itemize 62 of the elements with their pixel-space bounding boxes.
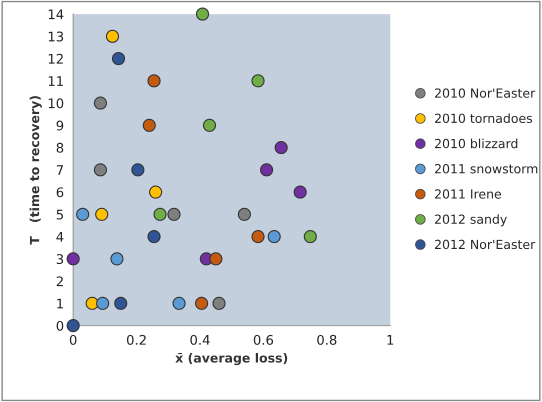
point (66, 252, 80, 266)
y-tick-label: 10 (48, 98, 64, 108)
y-tick-label: 7 (56, 165, 64, 175)
y-tick-label: 9 (56, 120, 64, 131)
point (212, 296, 226, 310)
legend-label: 2012 Nor'Easter (434, 240, 536, 250)
y-tick-label: 13 (48, 32, 64, 42)
legend-label: 2010 tornadoes (434, 113, 532, 124)
y-tick-label: 1 (57, 298, 63, 308)
x-tick-label: 1 (387, 335, 394, 345)
point (251, 230, 265, 244)
y-tick-label: 12 (48, 54, 63, 64)
y-tick-label: 2 (56, 276, 63, 286)
point (76, 208, 90, 221)
y-tick-label: 5 (56, 210, 63, 220)
x-tick-label: 0 (70, 334, 76, 345)
point (112, 52, 126, 66)
point (94, 96, 108, 110)
point (196, 8, 210, 21)
x-tick-label: 0.2 (126, 334, 146, 345)
point (149, 186, 162, 199)
point (106, 30, 120, 43)
point (268, 230, 281, 244)
legend-label: 2012 sandy (434, 214, 507, 226)
point (294, 186, 307, 199)
y-tick-label: 0 (56, 320, 64, 331)
point (96, 296, 110, 310)
point (114, 296, 128, 310)
point (147, 74, 161, 88)
y-tick-label: 3 (56, 254, 64, 264)
y-tick-label: 8 (56, 142, 64, 153)
point (172, 296, 186, 310)
x-tick-label: 0.6 (254, 334, 274, 345)
point (147, 230, 161, 244)
point (260, 163, 274, 176)
y-tick-label: 6 (56, 187, 64, 198)
point (167, 208, 181, 221)
point (195, 296, 208, 310)
x-tick-label: 0.4 (190, 334, 210, 345)
point (209, 252, 222, 266)
point (66, 319, 80, 332)
legend-label: 2011 snowstorm (434, 164, 538, 174)
x-tick-label: 0.8 (317, 334, 336, 345)
legend-label: 2010 blizzard (434, 138, 518, 148)
x-axis-title: x̄ (average loss) (175, 352, 288, 366)
point (274, 141, 288, 154)
point (251, 74, 265, 88)
point (95, 208, 108, 221)
y-tick-label: 14 (48, 9, 64, 20)
point (153, 208, 167, 221)
y-axis-title: T (time to recovery) (30, 96, 42, 245)
legend-label: 2010 Nor'Easter (434, 88, 536, 98)
y-tick-label: 4 (56, 232, 64, 242)
y-tick-label: 11 (48, 76, 63, 86)
legend-label: 2011 Irene (434, 189, 502, 199)
point (142, 118, 156, 132)
point (110, 252, 124, 266)
point (238, 208, 251, 221)
point (94, 163, 108, 176)
point (202, 118, 216, 132)
point (304, 230, 317, 244)
point (131, 163, 144, 176)
